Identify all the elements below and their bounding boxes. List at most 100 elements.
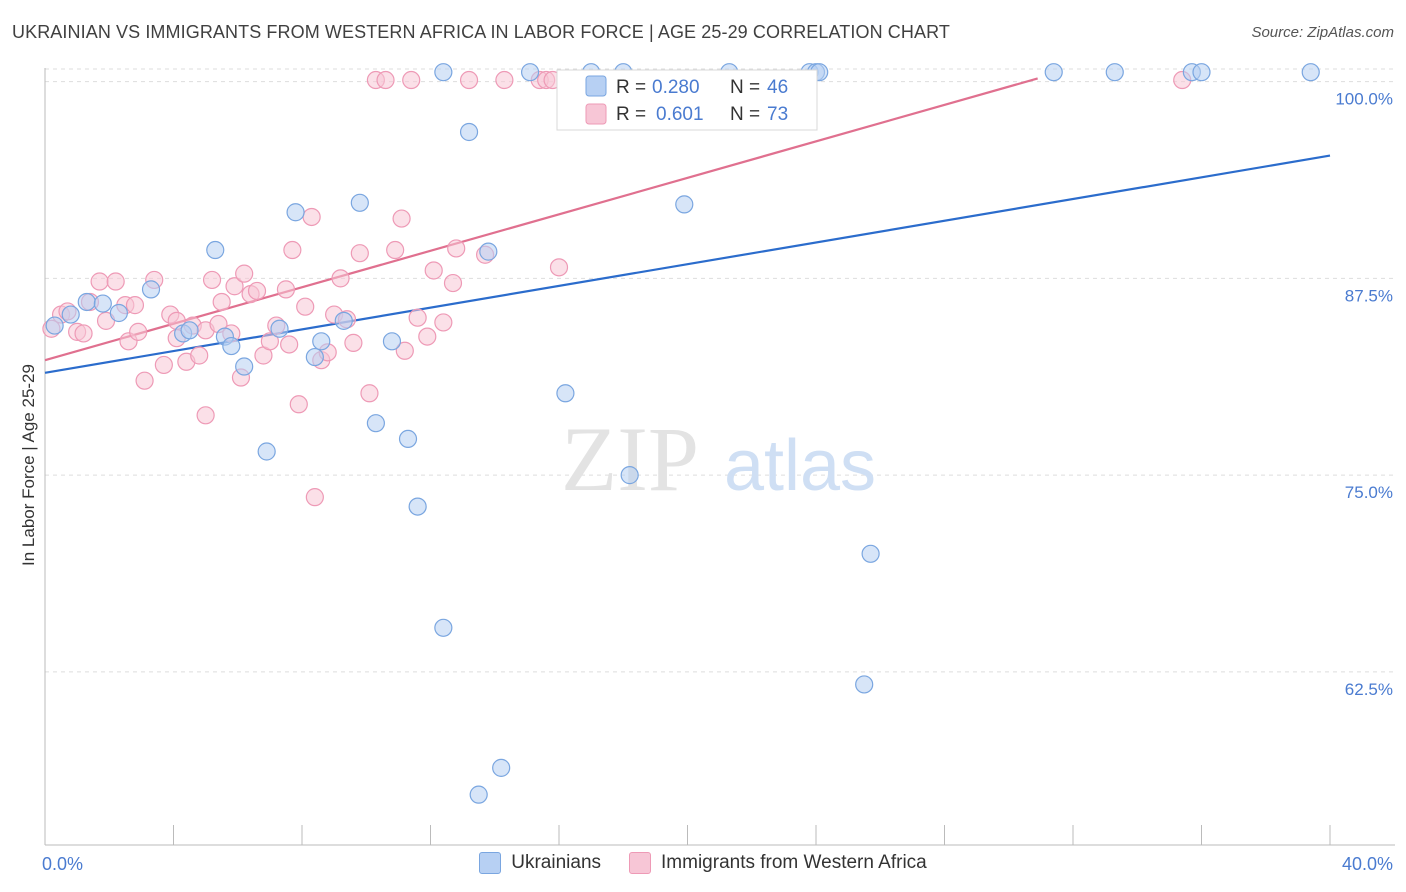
point-0-28 (492, 758, 511, 777)
axis-layer: 100.0% 87.5% 75.0% 62.5% 0.0% 40.0% (42, 68, 1395, 874)
point-0-11 (235, 357, 254, 376)
y-tick-label-3: 62.5% (1345, 680, 1393, 699)
point-1-37 (280, 335, 299, 354)
point-1-55 (395, 341, 414, 360)
point-0-14 (286, 203, 305, 222)
point-1-56 (402, 70, 421, 90)
legend-box-r-label-1: R = (616, 104, 646, 125)
x-tick-label-1: 40.0% (1342, 854, 1393, 874)
legend-box-n-label-0: N = (730, 77, 760, 98)
point-0-26 (469, 785, 488, 804)
point-0-18 (350, 193, 369, 212)
point-1-41 (302, 207, 321, 227)
legend-box-r-value-0: 0.280 (652, 77, 700, 98)
point-1-53 (386, 240, 405, 260)
point-1-46 (331, 269, 350, 288)
point-1-57 (408, 308, 427, 327)
point-1-63 (459, 70, 479, 90)
point-0-39 (861, 544, 880, 563)
point-1-6 (90, 272, 109, 291)
legend-box-r-label-0: R = (616, 77, 646, 98)
trend-line-1 (44, 77, 1038, 362)
point-1-48 (344, 333, 363, 352)
point-1-62 (447, 239, 466, 258)
point-0-30 (556, 384, 575, 403)
point-1-40 (296, 297, 315, 316)
legend-box-r-value-1: 0.601 (656, 104, 704, 125)
point-1-50 (360, 384, 379, 403)
point-0-13 (270, 319, 289, 338)
point-0-41 (1044, 63, 1063, 82)
point-0-16 (312, 332, 331, 351)
point-1-28 (225, 277, 244, 296)
point-1-49 (350, 244, 369, 263)
point-0-7 (180, 321, 199, 340)
source-label: Source: ZipAtlas.com (1251, 24, 1394, 41)
legend-box-n-value-1: 73 (767, 104, 788, 125)
point-1-21 (190, 346, 209, 365)
point-0-40 (855, 675, 874, 694)
watermark: ZIP atlas (561, 408, 876, 510)
point-0-9 (206, 240, 225, 260)
point-0-19 (366, 414, 385, 433)
legend-box-swatch-blue (585, 75, 607, 97)
point-1-61 (443, 273, 463, 293)
point-0-34 (675, 195, 694, 214)
point-0-15 (305, 347, 324, 367)
trend-layer (44, 77, 1331, 374)
point-0-17 (334, 311, 353, 330)
y-tick-label-1: 87.5% (1345, 286, 1393, 305)
point-0-44 (1192, 63, 1211, 82)
point-0-29 (520, 63, 540, 82)
bottom-legend: Ukrainians Immigrants from Western Afric… (0, 852, 1406, 874)
point-1-60 (434, 313, 453, 332)
point-0-20 (382, 332, 402, 351)
point-1-34 (260, 332, 279, 351)
point-1-23 (196, 406, 215, 425)
point-1-11 (129, 322, 148, 341)
point-0-2 (61, 305, 80, 324)
point-1-54 (392, 209, 411, 228)
legend-box-n-label-1: N = (730, 104, 760, 125)
point-0-12 (257, 442, 276, 461)
point-0-27 (479, 242, 498, 261)
points-layer (42, 63, 1320, 804)
point-0-22 (408, 497, 427, 516)
point-0-42 (1105, 63, 1124, 82)
point-1-26 (212, 292, 231, 312)
legend-swatch-ukrainians (479, 852, 502, 874)
legend-label-ukrainians: Ukrainians (511, 852, 602, 873)
point-0-21 (398, 429, 418, 449)
legend-swatch-western-africa (629, 852, 652, 874)
legend-item-ukrainians: Ukrainians (479, 852, 601, 874)
point-1-69 (549, 258, 569, 277)
point-1-24 (202, 270, 222, 290)
point-0-4 (109, 303, 128, 323)
point-0-5 (141, 280, 161, 299)
point-0-23 (434, 618, 453, 637)
point-1-15 (154, 355, 173, 375)
y-axis-label-group: In Labor Force | Age 25-29 (19, 364, 38, 566)
point-0-24 (434, 63, 453, 82)
legend-box-n-value-0: 46 (767, 77, 788, 98)
point-1-59 (424, 261, 443, 280)
legend-item-western-africa: Immigrants from Western Africa (629, 852, 927, 874)
point-1-12 (125, 296, 145, 315)
point-0-33 (620, 466, 639, 485)
point-0-0 (45, 316, 64, 335)
y-tick-label-0: 100.0% (1335, 90, 1393, 109)
legend-box-swatch-pink (585, 103, 607, 125)
point-1-8 (106, 272, 125, 291)
watermark-atlas: atlas (724, 426, 876, 506)
point-1-4 (74, 324, 93, 343)
point-1-58 (418, 327, 437, 346)
point-1-42 (305, 488, 324, 507)
point-1-65 (495, 70, 514, 90)
point-1-39 (289, 395, 308, 414)
point-1-32 (247, 281, 267, 301)
y-tick-label-2: 75.0% (1345, 483, 1393, 502)
point-0-1 (77, 292, 96, 312)
point-0-10 (222, 336, 241, 356)
x-tick-label-0: 0.0% (42, 854, 83, 874)
